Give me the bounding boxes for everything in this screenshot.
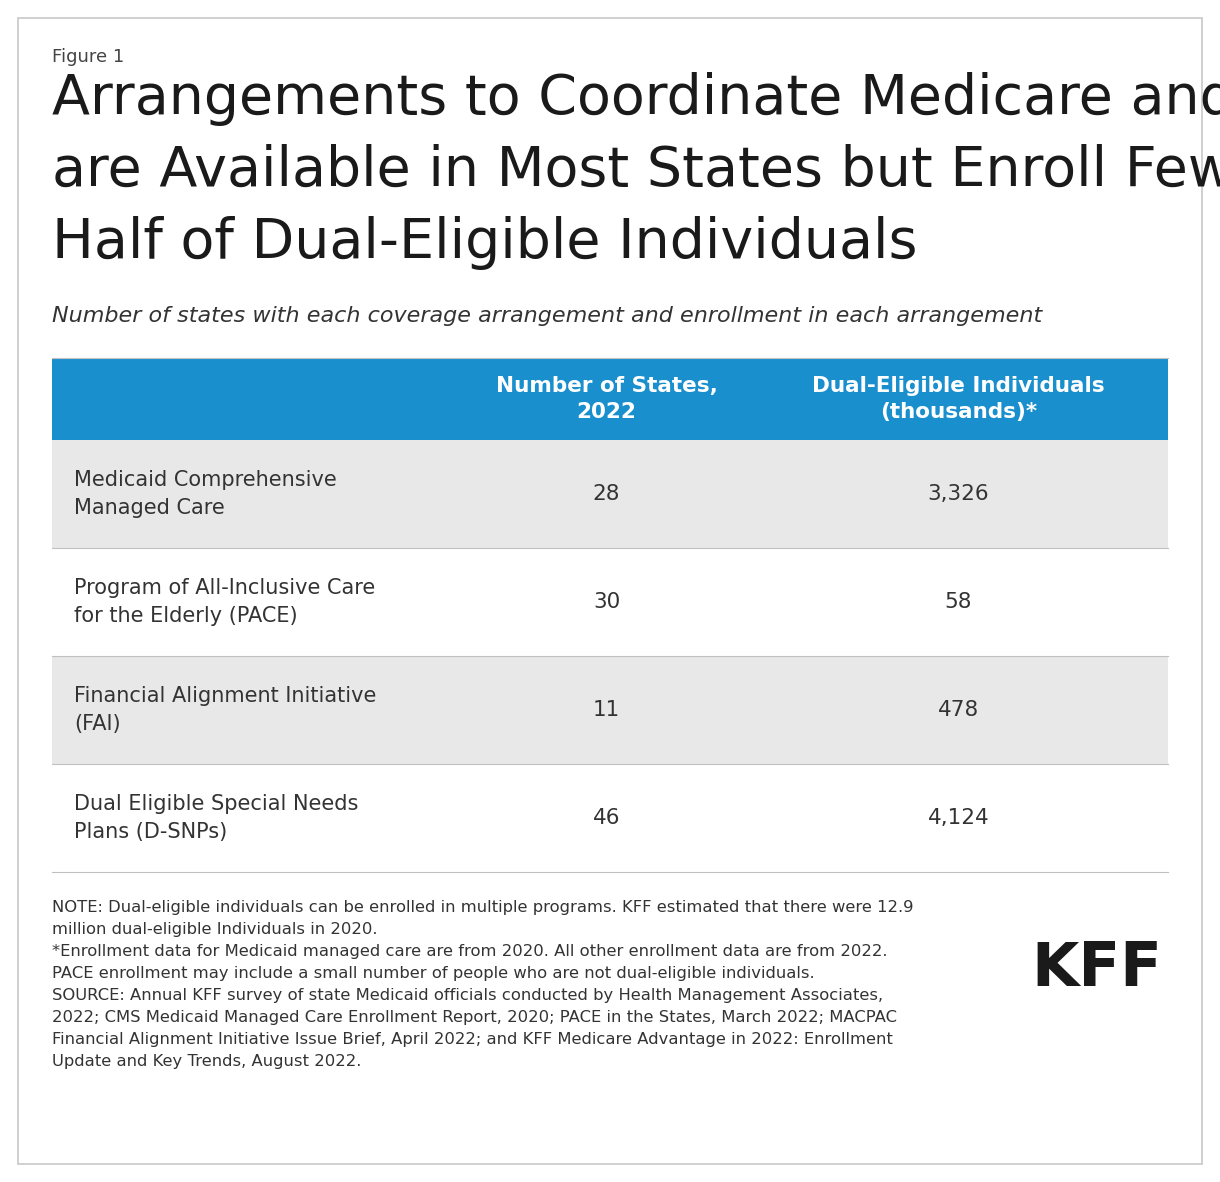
- Text: Number of states with each coverage arrangement and enrollment in each arrangeme: Number of states with each coverage arra…: [52, 306, 1042, 326]
- Bar: [52, 656, 1168, 764]
- Text: 28: 28: [593, 483, 620, 504]
- Bar: [52, 548, 1168, 656]
- Bar: [52, 764, 1168, 872]
- Text: KFF: KFF: [1031, 940, 1161, 999]
- Text: Number of States,
2022: Number of States, 2022: [495, 376, 717, 422]
- Text: Medicaid Comprehensive
Managed Care: Medicaid Comprehensive Managed Care: [74, 470, 337, 518]
- Text: Dual-Eligible Individuals
(thousands)*: Dual-Eligible Individuals (thousands)*: [813, 376, 1105, 422]
- Text: Financial Alignment Initiative
(FAI): Financial Alignment Initiative (FAI): [74, 687, 377, 734]
- Bar: [52, 358, 1168, 440]
- Text: PACE enrollment may include a small number of people who are not dual-eligible i: PACE enrollment may include a small numb…: [52, 966, 815, 981]
- Text: 58: 58: [944, 592, 972, 612]
- Text: Program of All-Inclusive Care
for the Elderly (PACE): Program of All-Inclusive Care for the El…: [74, 578, 376, 625]
- Text: are Available in Most States but Enroll Fewer than: are Available in Most States but Enroll …: [52, 144, 1220, 199]
- Text: 478: 478: [938, 700, 980, 720]
- Text: million dual-eligible Individuals in 2020.: million dual-eligible Individuals in 202…: [52, 922, 377, 937]
- Text: Update and Key Trends, August 2022.: Update and Key Trends, August 2022.: [52, 1054, 361, 1069]
- Text: 2022; CMS Medicaid Managed Care Enrollment Report, 2020; PACE in the States, Mar: 2022; CMS Medicaid Managed Care Enrollme…: [52, 1009, 897, 1025]
- Text: *Enrollment data for Medicaid managed care are from 2020. All other enrollment d: *Enrollment data for Medicaid managed ca…: [52, 944, 887, 959]
- Text: Half of Dual-Eligible Individuals: Half of Dual-Eligible Individuals: [52, 216, 917, 269]
- Text: 4,124: 4,124: [927, 808, 989, 829]
- Text: 11: 11: [593, 700, 620, 720]
- Text: Figure 1: Figure 1: [52, 48, 124, 66]
- Text: 30: 30: [593, 592, 620, 612]
- Text: 46: 46: [593, 808, 620, 829]
- Text: 3,326: 3,326: [927, 483, 989, 504]
- Text: NOTE: Dual-eligible individuals can be enrolled in multiple programs. KFF estima: NOTE: Dual-eligible individuals can be e…: [52, 900, 914, 915]
- Text: Dual Eligible Special Needs
Plans (D-SNPs): Dual Eligible Special Needs Plans (D-SNP…: [74, 794, 359, 842]
- Bar: [52, 440, 1168, 548]
- Text: Arrangements to Coordinate Medicare and Medicaid: Arrangements to Coordinate Medicare and …: [52, 72, 1220, 126]
- Text: SOURCE: Annual KFF survey of state Medicaid officials conducted by Health Manage: SOURCE: Annual KFF survey of state Medic…: [52, 988, 883, 1004]
- Text: Financial Alignment Initiative Issue Brief, April 2022; and KFF Medicare Advanta: Financial Alignment Initiative Issue Bri…: [52, 1032, 893, 1047]
